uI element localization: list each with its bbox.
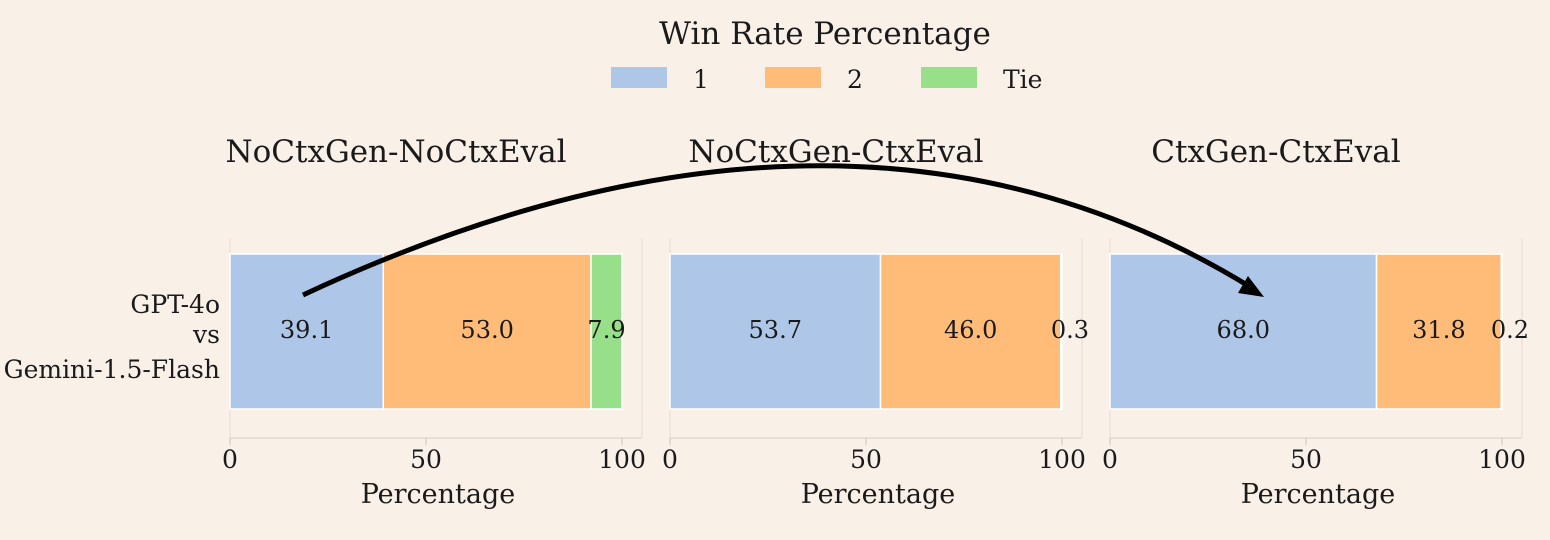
legend: 1 2 Tie	[611, 65, 1042, 94]
bar-value-label-1-1: 46.0	[944, 316, 997, 344]
bar-segment-2-1	[1375, 253, 1502, 410]
bar-segment-0-1	[382, 253, 592, 410]
bar-value-label-2-0: 68.0	[1217, 316, 1270, 344]
x-tick-label-2-0: 0	[1102, 445, 1118, 474]
x-tick-label-0-1: 50	[410, 445, 442, 474]
category-label-line3: Gemini-1.5-Flash	[4, 355, 220, 384]
comparison-arrow	[301, 163, 1254, 298]
x-axis-label-0: Percentage	[361, 479, 516, 510]
x-tick-label-2-1: 50	[1290, 445, 1322, 474]
panel-2: CtxGen-CtxEval 68.0 31.8 0.2 0 50 100 Percentag…	[1102, 134, 1529, 510]
x-axis-label-2: Percentage	[1241, 479, 1396, 510]
legend-swatch-2	[921, 67, 977, 88]
bar-segment-2-2	[1500, 253, 1503, 410]
bar-value-label-0-0: 39.1	[280, 316, 333, 344]
bar-value-label-1-0: 53.7	[749, 316, 802, 344]
legend-label-2: Tie	[1003, 65, 1042, 94]
legend-swatch-1	[765, 67, 821, 88]
legend-label-1: 2	[847, 65, 863, 94]
x-tick-label-1-2: 100	[1038, 445, 1086, 474]
x-tick-label-0-2: 100	[598, 445, 646, 474]
bar-segment-0-2	[590, 253, 623, 410]
bar-segment-1-0	[669, 253, 882, 410]
bar-value-label-1-2: 0.3	[1051, 316, 1089, 344]
x-tick-label-2-2: 100	[1478, 445, 1526, 474]
bar-segment-1-2	[1060, 253, 1063, 410]
panels: NoCtxGen-NoCtxEval 39.1 53.0 7.9 0 50 100 Perce…	[222, 134, 1529, 510]
category-label-line2: vs	[192, 320, 220, 349]
x-tick-label-1-0: 0	[662, 445, 678, 474]
panel-title-0: NoCtxGen-NoCtxEval	[226, 134, 567, 170]
bar-value-label-2-2: 0.2	[1491, 316, 1529, 344]
bar-value-label-0-1: 53.0	[460, 316, 513, 344]
x-tick-label-0-0: 0	[222, 445, 238, 474]
bar-segment-0-0	[229, 253, 385, 410]
category-label-line1: GPT-4o	[130, 290, 220, 319]
bar-value-label-0-2: 7.9	[587, 316, 625, 344]
panel-title-2: CtxGen-CtxEval	[1151, 134, 1400, 170]
x-axis-label-1: Percentage	[801, 479, 956, 510]
panel-0: NoCtxGen-NoCtxEval 39.1 53.0 7.9 0 50 100 Perce…	[222, 134, 646, 510]
comparison-arrowhead-icon	[1238, 276, 1264, 297]
x-tick-label-1-1: 50	[850, 445, 882, 474]
bar-value-label-2-1: 31.8	[1412, 316, 1465, 344]
legend-swatch-0	[611, 67, 667, 88]
legend-label-0: 1	[693, 65, 709, 94]
chart-title: Win Rate Percentage	[659, 16, 991, 52]
bar-segment-1-1	[879, 253, 1062, 410]
